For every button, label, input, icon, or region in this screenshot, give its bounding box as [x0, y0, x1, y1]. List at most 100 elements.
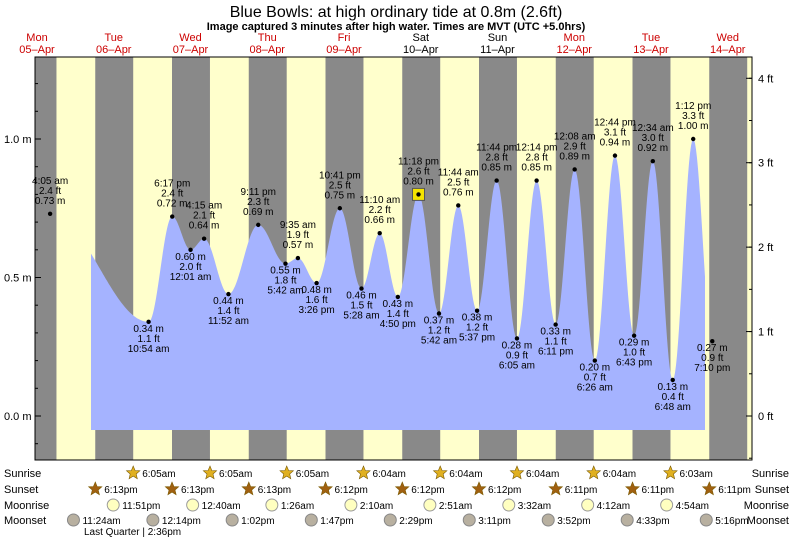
sunrise-icon [279, 465, 295, 480]
low-tide-text: 4:50 pm [380, 319, 416, 330]
low-tide-text: 0.37 m [424, 316, 455, 327]
high-tide-text: 11:18 pm [398, 156, 439, 167]
low-tide-text: 0.33 m [540, 327, 571, 338]
moonrise-time: 2:10am [360, 501, 393, 512]
low-tide-text: 0.13 m [657, 382, 688, 393]
right-axis-label: 4 ft [758, 73, 773, 85]
high-tide-text: 4:05 am [32, 176, 68, 187]
sunset-icon [548, 481, 564, 496]
tide-label: 0.27 m0.9 ft7:10 pm [694, 343, 730, 374]
left-axis-label: 0.5 m [4, 273, 32, 285]
tide-point [146, 319, 151, 325]
day-name: Fri [338, 32, 351, 44]
moonrise-icon [344, 498, 358, 512]
day-name: Wed [179, 32, 201, 44]
low-tide-text: 2.0 ft [179, 262, 201, 273]
high-tide-text: 1.9 ft [287, 230, 309, 241]
night-band [35, 57, 57, 460]
left-axis-label: 1.0 m [4, 134, 32, 146]
tide-point [592, 358, 598, 363]
moonset-time: 3:11pm [478, 516, 511, 527]
high-tide-text: 9:11 pm [241, 187, 276, 198]
tide-water-area [91, 139, 705, 430]
sunrise-time: 6:05am [296, 469, 329, 480]
sunrise-icon [356, 465, 371, 480]
low-tide-text: 1.1 ft [137, 334, 159, 345]
moonset-icon [146, 513, 160, 527]
day-date: 11–Apr [480, 44, 515, 56]
tide-point [416, 192, 421, 197]
low-tide-text: 0.4 ft [662, 392, 684, 403]
low-tide-text: 5:42 am [421, 336, 457, 347]
high-tide-text: 0.73 m [35, 196, 66, 207]
high-tide-text: 0.94 m [600, 138, 631, 149]
tide-point [377, 230, 382, 236]
low-tide-text: 1.2 ft [466, 323, 488, 334]
low-tide-text: 6:05 am [499, 360, 535, 371]
tide-point [650, 158, 656, 164]
low-tide-text: 1.8 ft [274, 276, 296, 287]
row-label-left: Moonset [4, 515, 46, 527]
high-tide-text: 2.5 ft [447, 177, 469, 188]
high-tide-text: 12:34 am [632, 123, 674, 134]
low-tide-text: 0.29 m [619, 338, 650, 349]
low-tide-text: 7:10 pm [694, 363, 730, 374]
tide-label: 12:08 am2.9 ft0.89 m [554, 131, 596, 162]
moonrise-icon [660, 498, 674, 512]
high-tide-text: 4:15 am [186, 201, 222, 212]
moonset-time: 5:16pm [715, 516, 748, 527]
right-axis-label: 1 ft [758, 327, 773, 339]
high-tide-text: 2.4 ft [39, 186, 61, 197]
sunrise-icon [663, 465, 678, 480]
tide-point [710, 339, 715, 344]
day-date: 10–Apr [403, 44, 439, 56]
sunset-icon [625, 481, 640, 496]
day-date: 07–Apr [173, 44, 209, 56]
tide-label: 1:12 pm3.3 ft1.00 m [675, 101, 711, 132]
high-tide-text: 3.0 ft [642, 133, 664, 144]
tide-label: 10:41 pm2.5 ft0.75 m [319, 170, 361, 201]
day-name: Sat [412, 32, 429, 44]
high-tide-text: 11:44 pm [476, 143, 517, 154]
high-tide-text: 11:44 am [438, 167, 479, 178]
left-axis-label: 0.0 m [4, 411, 32, 423]
high-tide-text: 9:35 am [280, 220, 316, 231]
sun-moon-rows: Sunrise Sunrise Sunset Sunset Moonrise Moonri… [4, 465, 789, 538]
right-axis-label: 3 ft [758, 158, 773, 170]
tide-point [514, 336, 520, 341]
moonrise-time: 2:51am [439, 501, 472, 512]
tide-point [201, 236, 207, 241]
sunset-icon [701, 481, 717, 496]
low-tide-text: 5:37 pm [459, 333, 495, 344]
low-tide-text: 1.0 ft [623, 348, 645, 359]
sunrise-time: 6:04am [372, 469, 405, 480]
sunset-time: 6:13pm [104, 485, 137, 496]
row-label-right: Sunset [755, 484, 789, 496]
tide-label: 11:10 am2.2 ft0.66 m [359, 195, 400, 226]
day-date: 12–Apr [557, 44, 593, 56]
chart-subtitle: Image captured 3 minutes after high wate… [207, 21, 586, 33]
tide-label: 9:35 am1.9 ft0.57 m [280, 220, 316, 251]
tide-point [670, 377, 675, 383]
moonset-time: 12:14pm [162, 516, 201, 527]
tide-label: 11:18 pm2.6 ft0.80 m [398, 156, 439, 187]
axes: 0.0 m 0.5 m 1.0 m 0 ft 1 ft 2 ft 3 ft 4 ft [4, 73, 773, 459]
tide-point [256, 222, 261, 228]
day-name: Tue [104, 32, 123, 44]
sunrise-icon [432, 465, 448, 480]
right-axis-label: 0 ft [758, 411, 773, 423]
low-tide-text: 6:48 am [655, 402, 691, 413]
row-label-left: Sunrise [4, 468, 41, 480]
tide-label: 11:44 am2.5 ft0.76 m [438, 167, 479, 198]
low-tide-text: 0.34 m [133, 324, 164, 335]
tide-label: 0.20 m0.7 ft6:26 am [577, 363, 613, 394]
high-tide-text: 0.69 m [243, 207, 274, 218]
moonrise-icon [106, 498, 120, 512]
moonrise-icon [581, 498, 595, 512]
tide-point [474, 308, 480, 313]
tide-point [456, 203, 461, 208]
sunrise-time: 6:04am [526, 469, 559, 480]
plot-border [34, 56, 753, 461]
tide-label: 0.28 m0.9 ft6:05 am [499, 340, 535, 371]
